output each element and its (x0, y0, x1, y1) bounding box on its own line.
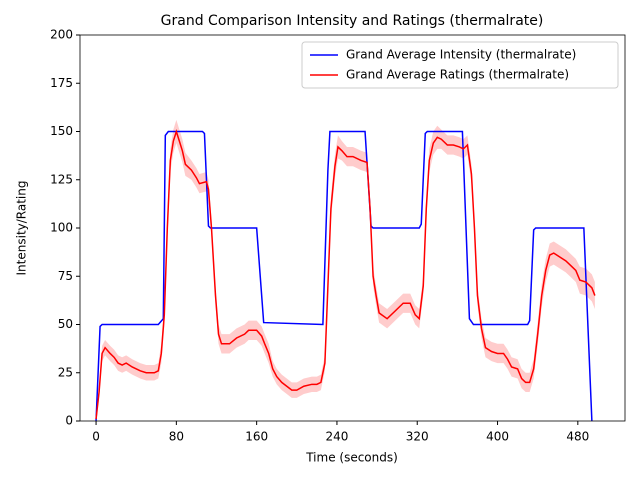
y-axis-label: Intensity/Rating (15, 181, 29, 276)
legend-box (301, 41, 619, 89)
y-tick-label: 175 (50, 76, 73, 90)
x-tick-label: 320 (406, 430, 429, 444)
x-tick-label: 0 (92, 430, 100, 444)
legend-label: Grand Average Intensity (thermalrate) (346, 48, 576, 62)
y-tick-label: 25 (58, 365, 73, 379)
chart-title: Grand Comparison Intensity and Ratings (… (161, 13, 544, 29)
x-tick-label: 480 (566, 430, 589, 444)
y-tick-label: 0 (65, 414, 73, 428)
x-axis-label: Time (seconds) (305, 451, 398, 465)
y-tick-label: 150 (50, 124, 73, 138)
y-tick-label: 75 (58, 269, 73, 283)
y-tick-label: 200 (50, 28, 73, 42)
x-tick-label: 160 (245, 430, 268, 444)
y-tick-label: 50 (58, 317, 73, 331)
plot-frame (79, 34, 626, 422)
series-line (95, 130, 593, 421)
y-tick-label: 125 (50, 172, 73, 186)
x-tick-label: 80 (169, 430, 184, 444)
legend-label: Grand Average Ratings (thermalrate) (346, 68, 569, 82)
series-line (95, 128, 596, 420)
x-tick-label: 240 (325, 430, 348, 444)
error-band (96, 119, 595, 421)
y-tick-label: 100 (50, 221, 73, 235)
x-tick-label: 400 (486, 430, 509, 444)
